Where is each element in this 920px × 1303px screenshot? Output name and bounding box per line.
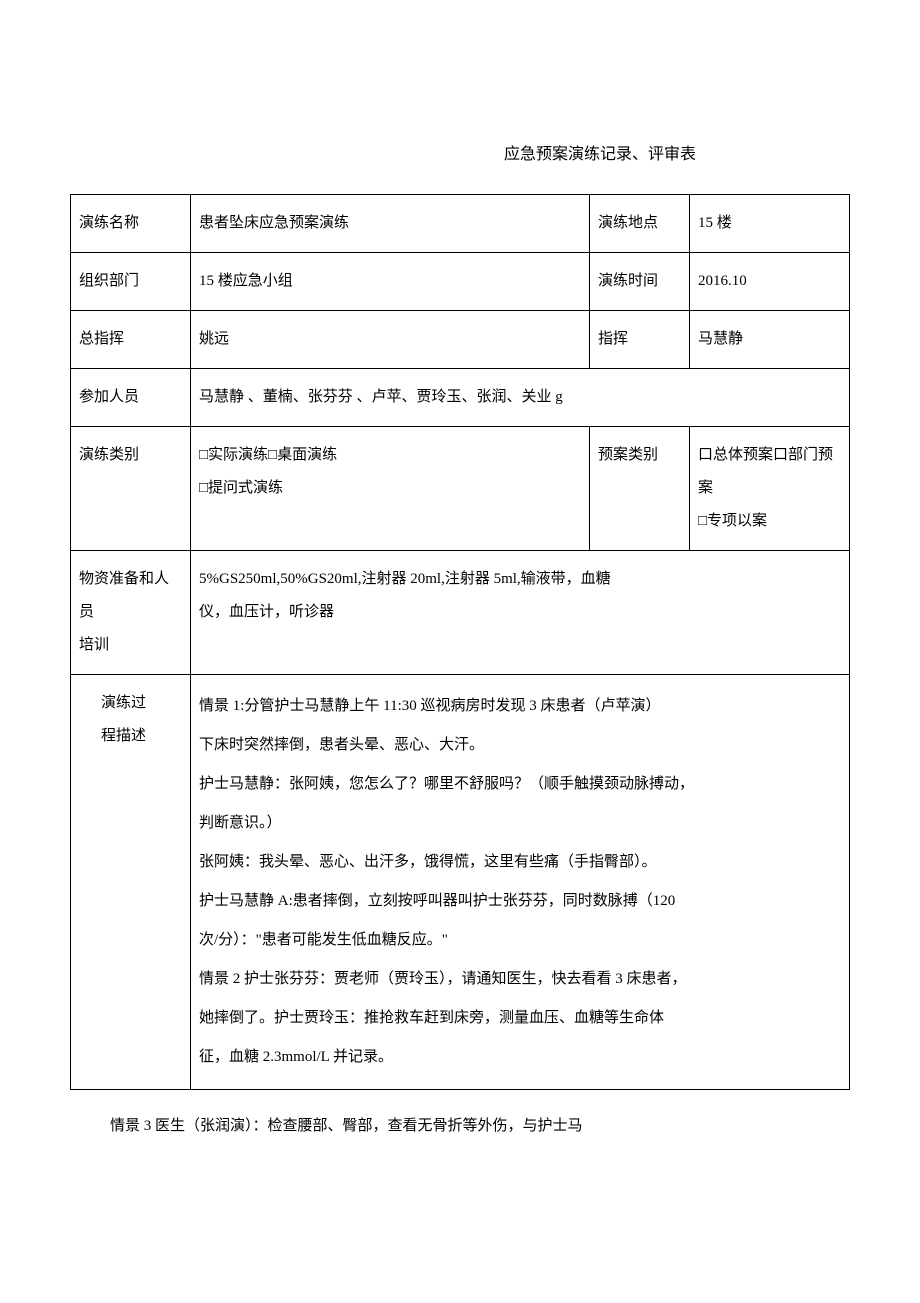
label-participants: 参加人员 [71,369,191,427]
drill-record-table: 演练名称 患者坠床应急预案演练 演练地点 15 楼 组织部门 15 楼应急小组 … [70,194,850,1090]
materials-line1: 5%GS250ml,50%GS20ml,注射器 20ml,注射器 5ml,输液带… [199,563,841,596]
value-materials: 5%GS250ml,50%GS20ml,注射器 20ml,注射器 5ml,输液带… [191,551,850,675]
row-drill-category: 演练类别 □实际演练□桌面演练 □提问式演练 预案类别 口总体预案口部门预 案 … [71,427,850,551]
drill-category-line2: □提问式演练 [199,472,581,505]
row-drill-name: 演练名称 患者坠床应急预案演练 演练地点 15 楼 [71,195,850,253]
label-plan-category: 预案类别 [590,427,690,551]
drill-category-line1: □实际演练□桌面演练 [199,439,581,472]
row-participants: 参加人员 马慧静 、董楠、张芬芬 、卢苹、贾玲玉、张润、关业 g [71,369,850,427]
materials-line2: 仪，血压计，听诊器 [199,596,841,629]
document-title: 应急预案演练记录、评审表 [70,140,850,164]
label-director: 指挥 [590,311,690,369]
value-time: 2016.10 [690,253,850,311]
row-org-dept: 组织部门 15 楼应急小组 演练时间 2016.10 [71,253,850,311]
value-drill-category: □实际演练□桌面演练 □提问式演练 [191,427,590,551]
label-process-description: 演练过 程描述 [71,675,191,1090]
label-location: 演练地点 [590,195,690,253]
plan-category-line3: □专项以案 [698,505,841,538]
value-commander: 姚远 [191,311,590,369]
row-commander: 总指挥 姚远 指挥 马慧静 [71,311,850,369]
value-plan-category: 口总体预案口部门预 案 □专项以案 [690,427,850,551]
row-materials: 物资准备和人员 培训 5%GS250ml,50%GS20ml,注射器 20ml,… [71,551,850,675]
plan-category-line2: 案 [698,472,841,505]
plan-category-line1: 口总体预案口部门预 [698,439,841,472]
value-participants: 马慧静 、董楠、张芬芬 、卢苹、贾玲玉、张润、关业 g [191,369,850,427]
label-drill-category: 演练类别 [71,427,191,551]
materials-label-line1: 物资准备和人员 [79,563,182,629]
label-drill-name: 演练名称 [71,195,191,253]
label-materials: 物资准备和人员 培训 [71,551,191,675]
process-label-line2: 程描述 [101,720,182,753]
value-drill-name: 患者坠床应急预案演练 [191,195,590,253]
materials-label-line2: 培训 [79,629,182,662]
label-org-dept: 组织部门 [71,253,191,311]
process-label-line1: 演练过 [101,687,182,720]
value-location: 15 楼 [690,195,850,253]
value-process-description: 情景 1:分管护士马慧静上午 11:30 巡视病房时发现 3 床患者（卢苹演） … [191,675,850,1090]
value-director: 马慧静 [690,311,850,369]
row-process-description: 演练过 程描述 情景 1:分管护士马慧静上午 11:30 巡视病房时发现 3 床… [71,675,850,1090]
value-org-dept: 15 楼应急小组 [191,253,590,311]
footer-continuation-text: 情景 3 医生（张润演）：检查腰部、臀部，查看无骨折等外伤，与护士马 [70,1090,850,1143]
label-time: 演练时间 [590,253,690,311]
label-commander: 总指挥 [71,311,191,369]
